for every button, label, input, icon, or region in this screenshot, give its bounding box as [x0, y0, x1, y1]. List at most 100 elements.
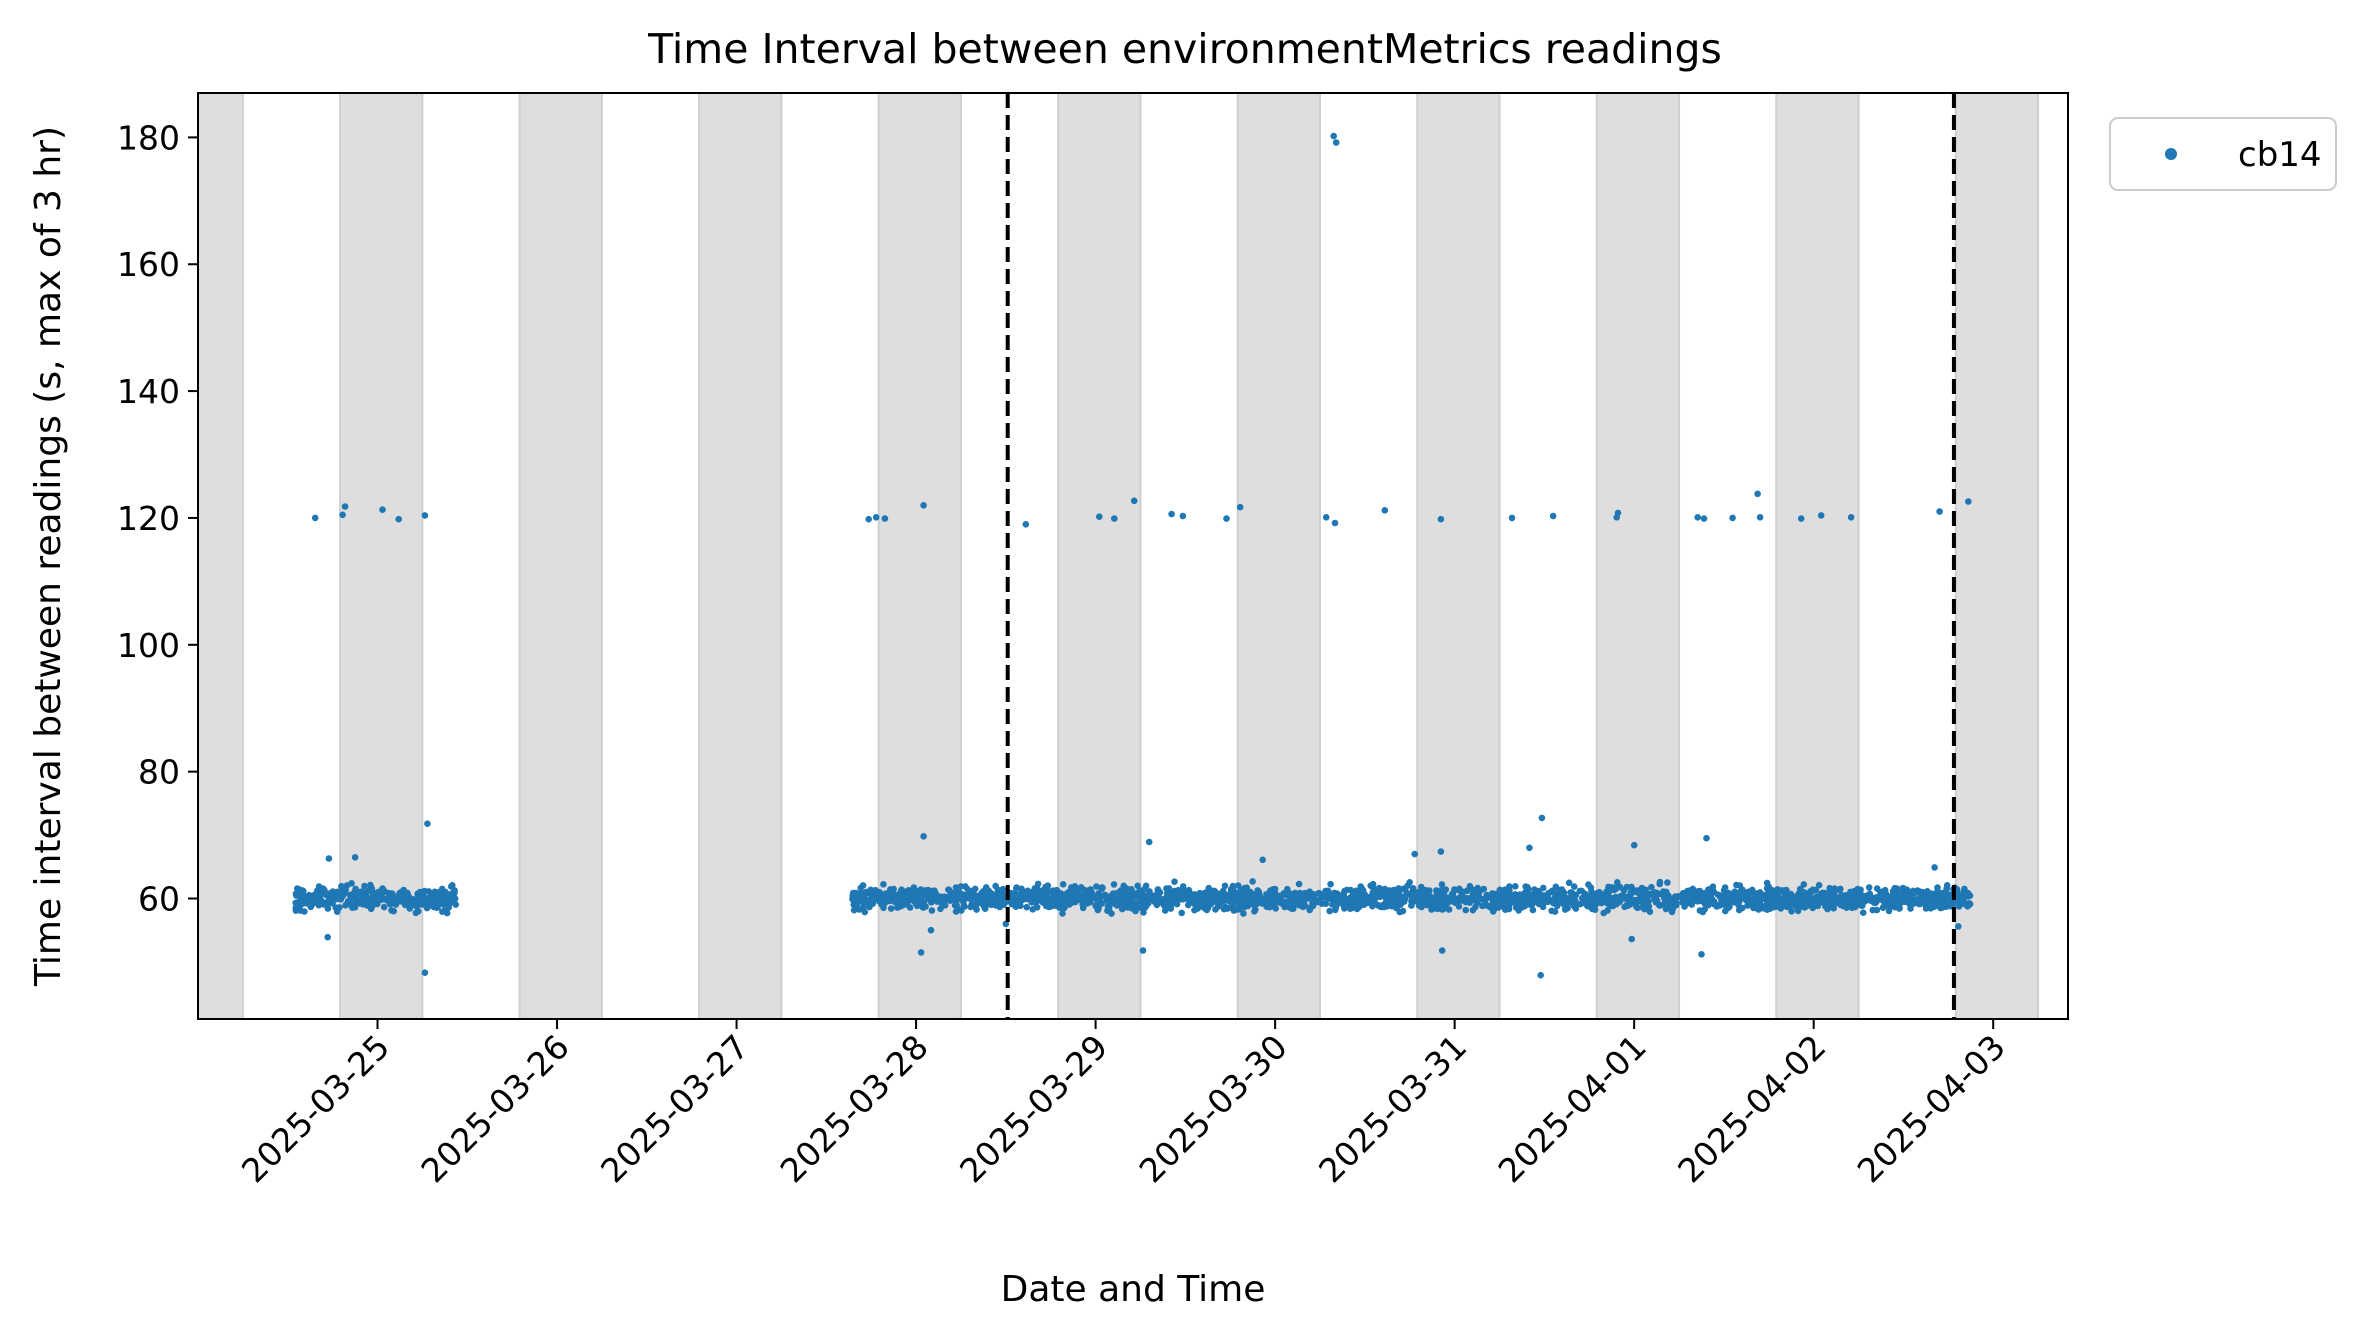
reference-lines-layer	[1005, 93, 1956, 1019]
data-point	[1114, 902, 1121, 909]
data-point	[1332, 139, 1340, 146]
data-point	[1103, 893, 1111, 900]
data-point	[1456, 885, 1463, 893]
data-points-layer	[292, 132, 1974, 979]
data-point	[1197, 896, 1205, 904]
data-point	[891, 898, 899, 906]
data-point	[906, 888, 913, 896]
data-point	[1059, 881, 1067, 888]
data-point	[937, 905, 944, 913]
data-point	[1300, 896, 1307, 904]
data-point	[952, 908, 960, 915]
data-point	[1111, 515, 1118, 522]
data-point	[1938, 901, 1945, 909]
data-point	[324, 933, 332, 941]
data-point	[1626, 900, 1633, 907]
data-point	[1137, 895, 1145, 902]
data-point	[876, 888, 883, 896]
data-point	[1309, 890, 1317, 898]
data-point	[1823, 891, 1830, 899]
data-point	[1924, 888, 1931, 895]
data-point	[857, 889, 864, 897]
data-point	[1786, 892, 1793, 899]
data-point	[427, 902, 434, 909]
data-point	[1966, 901, 1973, 908]
data-point	[1019, 896, 1026, 904]
data-point	[1920, 893, 1928, 900]
data-point	[1763, 900, 1771, 907]
data-point	[1327, 880, 1334, 888]
data-point	[1707, 892, 1714, 899]
data-point	[1735, 890, 1743, 898]
data-point	[1492, 891, 1500, 898]
data-point	[1614, 509, 1622, 517]
data-point	[1605, 889, 1612, 896]
data-point	[1474, 899, 1481, 906]
data-point	[1630, 841, 1638, 849]
data-point	[388, 890, 396, 897]
data-point	[350, 894, 358, 901]
data-point	[859, 882, 867, 889]
data-point	[863, 888, 870, 896]
data-point	[1317, 898, 1324, 905]
y-tick-label: 180	[117, 118, 180, 157]
data-point	[1656, 878, 1664, 886]
data-point	[381, 888, 389, 895]
data-point	[314, 895, 322, 902]
y-tick-label: 80	[138, 753, 180, 792]
data-point	[1902, 894, 1910, 901]
data-point	[1044, 882, 1052, 889]
data-point	[920, 502, 927, 509]
data-point	[1014, 894, 1021, 902]
data-point	[1842, 892, 1850, 899]
night-band-0	[197, 92, 244, 1020]
data-point	[1587, 884, 1595, 891]
data-point	[1830, 905, 1837, 912]
data-point	[1185, 886, 1193, 894]
data-point	[1831, 885, 1838, 892]
data-point	[351, 854, 359, 861]
data-point	[849, 895, 856, 903]
data-point	[1221, 882, 1229, 890]
data-point	[899, 900, 906, 907]
data-point	[1895, 893, 1903, 900]
data-point	[903, 895, 911, 902]
data-point	[1023, 903, 1030, 911]
data-point	[416, 888, 424, 896]
data-point	[920, 833, 927, 840]
data-point	[1499, 899, 1507, 906]
data-point	[1961, 900, 1969, 908]
data-point	[1168, 894, 1175, 902]
data-point	[1212, 906, 1219, 913]
data-point	[365, 887, 373, 894]
data-point	[1802, 903, 1810, 910]
data-point	[1723, 892, 1730, 900]
data-point	[336, 892, 344, 900]
data-point	[1736, 882, 1744, 889]
data-point	[1394, 899, 1401, 907]
data-point	[881, 515, 889, 522]
y-axis: 60 80 100 120 140 160 180	[117, 118, 198, 918]
data-point	[1418, 903, 1425, 911]
data-point	[1266, 897, 1273, 905]
data-point	[1544, 898, 1552, 906]
data-point	[872, 514, 880, 521]
data-point	[1143, 892, 1151, 900]
data-point	[333, 906, 341, 913]
data-point	[1371, 899, 1379, 907]
data-point	[1907, 905, 1914, 912]
data-point	[1028, 897, 1035, 904]
data-point	[341, 503, 349, 510]
data-point	[999, 885, 1007, 893]
data-point	[1059, 910, 1066, 917]
data-point	[1192, 898, 1199, 905]
data-point	[1943, 891, 1951, 898]
data-point	[1466, 896, 1474, 904]
data-point	[1793, 900, 1801, 907]
data-point	[377, 896, 384, 904]
data-point	[1526, 844, 1533, 852]
data-point	[1277, 892, 1284, 900]
data-point	[1604, 907, 1611, 914]
data-point	[1171, 878, 1178, 885]
data-point	[1779, 895, 1786, 902]
